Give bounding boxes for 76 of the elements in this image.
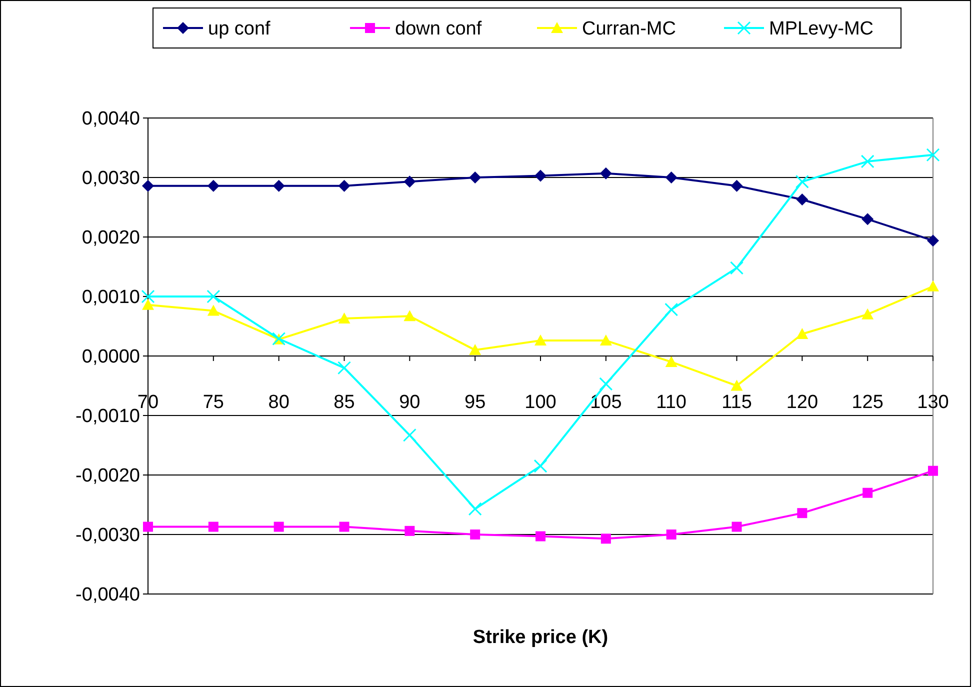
x-tick-label: 90 <box>399 392 420 413</box>
x-tick-label: 120 <box>786 392 818 413</box>
point <box>862 213 874 226</box>
point <box>926 148 940 162</box>
y-tick-label: -0,0020 <box>76 466 140 487</box>
legend-label: down conf <box>395 18 482 40</box>
point <box>665 172 678 184</box>
point <box>600 167 612 180</box>
point <box>600 334 612 346</box>
point <box>339 522 350 532</box>
legend-label: up conf <box>208 18 272 40</box>
point <box>928 466 938 476</box>
point <box>338 361 351 375</box>
x-axis-title: Strike price (K) <box>472 627 608 648</box>
x-tick-label: 95 <box>464 392 486 413</box>
point <box>795 174 809 188</box>
point <box>404 176 416 188</box>
point <box>338 180 350 192</box>
point <box>272 180 285 192</box>
point <box>470 530 480 540</box>
x-tick-label: 85 <box>334 392 355 413</box>
point <box>142 298 154 310</box>
point <box>469 344 482 356</box>
x-tick-label: 125 <box>852 392 884 413</box>
y-tick-label: 0,0000 <box>82 346 140 368</box>
point <box>730 380 743 391</box>
point <box>665 356 678 367</box>
point <box>468 502 482 516</box>
point <box>534 334 546 346</box>
point <box>862 488 873 498</box>
point <box>404 526 415 536</box>
x-tick-label: 75 <box>202 392 224 413</box>
x-tick-label: 80 <box>268 392 290 413</box>
y-tick-label: 0,0040 <box>82 108 140 130</box>
point <box>599 377 613 391</box>
point <box>404 310 416 322</box>
y-tick-label: -0,0010 <box>76 406 140 428</box>
y-tick-label: 0,0020 <box>82 228 140 249</box>
point <box>274 522 284 532</box>
point <box>927 280 939 292</box>
point <box>207 304 220 316</box>
legend-label: MPLevy-MC <box>769 18 874 40</box>
point <box>207 180 220 192</box>
x-tick-label: 100 <box>524 392 556 413</box>
x-tick-label: 110 <box>656 392 686 413</box>
point <box>796 194 808 206</box>
x-tick-label: 115 <box>722 392 752 413</box>
point <box>730 261 744 275</box>
x-tick-label: 105 <box>590 392 622 413</box>
point <box>142 180 154 192</box>
point <box>536 531 546 542</box>
point <box>469 172 482 184</box>
y-tick-label: -0,0040 <box>76 584 140 606</box>
point <box>206 290 220 304</box>
point <box>797 508 808 518</box>
point <box>141 290 155 304</box>
point <box>927 234 939 247</box>
legend-label: Curran-MC <box>582 18 676 40</box>
y-tick-label: -0,0030 <box>76 525 140 546</box>
point <box>143 522 153 532</box>
point <box>600 534 611 544</box>
y-tick-label: 0,0010 <box>82 287 140 308</box>
point <box>732 522 742 532</box>
point <box>534 459 548 473</box>
point <box>338 312 350 324</box>
y-tick-label: 0,0030 <box>82 168 140 190</box>
point <box>208 522 218 532</box>
point <box>534 170 546 182</box>
point <box>666 530 676 540</box>
point <box>402 428 416 442</box>
point <box>860 154 874 168</box>
point <box>796 328 808 339</box>
point <box>664 302 678 316</box>
point <box>862 308 874 320</box>
x-tick-label: 130 <box>917 392 949 413</box>
point <box>730 180 743 192</box>
